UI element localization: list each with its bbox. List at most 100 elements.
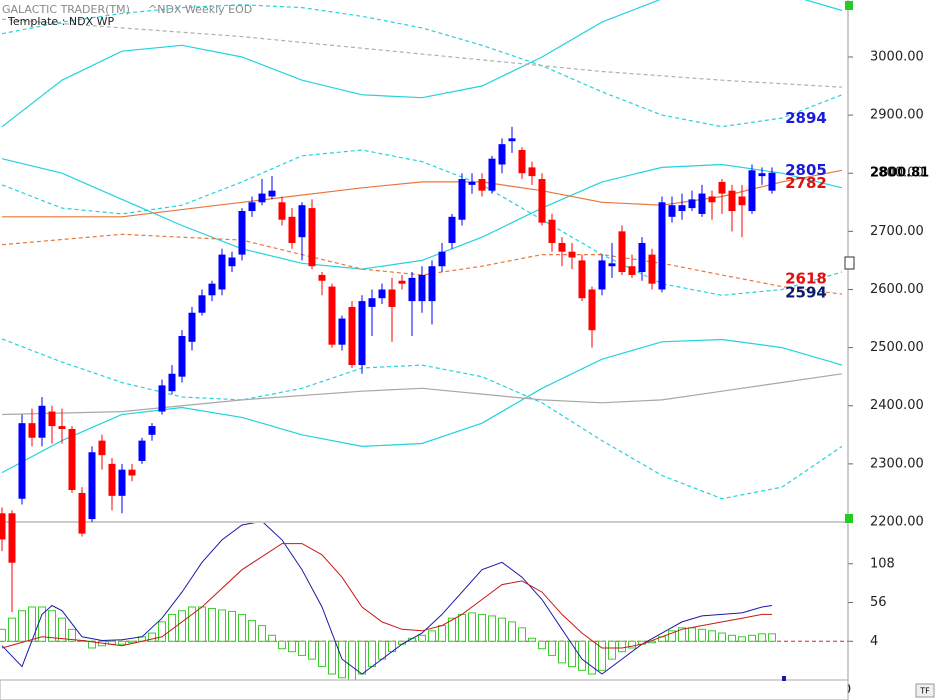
candle-body	[448, 216, 456, 243]
candle-body	[68, 428, 76, 491]
candle-body	[38, 405, 46, 438]
y-tick-label: 3000.00	[870, 49, 924, 64]
histogram-bar	[148, 632, 156, 642]
histogram-bar	[738, 636, 746, 642]
candle-body	[238, 211, 246, 255]
candle-body	[418, 274, 426, 302]
histogram-bar	[188, 606, 196, 642]
candle-body	[618, 231, 626, 273]
candle-body	[168, 373, 176, 392]
candle-body	[548, 219, 556, 243]
candle-body	[48, 411, 56, 427]
candle-body	[738, 196, 746, 206]
candle-body	[698, 193, 706, 214]
level-label: 2894	[785, 109, 827, 127]
histogram-bar	[748, 634, 756, 642]
candle-body	[748, 170, 756, 212]
histogram-bar	[448, 617, 456, 642]
histogram-bar	[468, 612, 476, 642]
histogram-bar	[68, 628, 76, 642]
histogram-bar	[558, 640, 566, 664]
histogram-bar	[728, 634, 736, 642]
candle-body	[348, 306, 356, 366]
histogram-bar	[118, 640, 126, 645]
histogram-bar	[438, 625, 446, 642]
tf-label[interactable]: TF	[919, 687, 930, 696]
histogram-bar	[328, 640, 336, 675]
candle-body	[208, 283, 216, 296]
candle-body	[138, 440, 146, 461]
histogram-bar	[208, 607, 216, 642]
histogram-bar	[508, 621, 516, 642]
indicator-lines	[1, 523, 773, 675]
histogram-bar	[628, 640, 636, 649]
overlay-line	[1, 373, 843, 416]
histogram-bar	[758, 633, 766, 642]
histogram-bar	[0, 628, 7, 642]
candle-body	[88, 452, 96, 520]
candle-body	[258, 193, 266, 203]
histogram-bar	[258, 625, 266, 642]
level-label: 2782	[785, 174, 827, 192]
y-tick-label: 2300.00	[870, 456, 924, 471]
candle-body	[668, 205, 676, 217]
candle-body	[108, 463, 116, 496]
candle-body	[558, 242, 566, 252]
candle-body	[658, 202, 666, 290]
histogram-bar	[618, 640, 626, 653]
histogram-bar	[238, 613, 246, 642]
histogram-bar	[88, 640, 96, 649]
indicator-panel	[0, 523, 848, 682]
y-tick-label: 2200.00	[870, 515, 924, 530]
histogram-bar	[498, 617, 506, 642]
y-tick-label: 4	[870, 634, 878, 649]
candle-body	[538, 179, 546, 223]
app-title: GALACTIC TRADER(TM)	[2, 3, 130, 16]
handle[interactable]	[844, 256, 855, 270]
histogram-bar	[488, 615, 496, 642]
histogram-bar	[708, 630, 716, 642]
candle-body	[358, 301, 366, 366]
overlay-line	[1, 338, 843, 474]
handle[interactable]	[845, 1, 853, 10]
histogram-bar	[318, 640, 326, 668]
histogram-bar	[48, 610, 56, 642]
histogram-bar	[568, 640, 576, 668]
histogram-bar	[18, 610, 26, 642]
histogram-bar	[678, 627, 686, 642]
overlay-line	[1, 0, 843, 128]
histogram-bar	[428, 630, 436, 642]
candle-body	[78, 492, 86, 534]
tf-button[interactable]	[915, 683, 935, 698]
histogram-bar	[218, 609, 226, 642]
histogram-bar	[518, 627, 526, 642]
candle-body	[228, 257, 236, 267]
overlay-line	[1, 4, 843, 128]
overlay-line	[1, 18, 843, 88]
histogram-bar	[178, 610, 186, 642]
candle-body	[608, 263, 616, 267]
level-label: 2805	[785, 161, 827, 179]
y-tick-label: 2600.00	[870, 282, 924, 297]
histogram-bar	[418, 634, 426, 642]
histogram-bar	[278, 640, 286, 650]
indicator-line	[1, 543, 772, 649]
level-label: 2618	[785, 270, 827, 288]
histogram-bar	[298, 640, 306, 656]
histogram-bar	[268, 634, 276, 642]
date-bar	[0, 679, 849, 700]
candle-body	[488, 158, 496, 191]
candle-body	[508, 138, 516, 142]
candle-body	[28, 423, 36, 438]
y-tick-label: 56	[870, 595, 887, 610]
candle-body	[568, 251, 576, 258]
handle[interactable]	[845, 514, 853, 523]
candle-body	[128, 469, 136, 476]
histogram-bar	[668, 630, 676, 642]
candle-body	[148, 426, 156, 435]
histogram-bar	[478, 613, 486, 642]
histogram-bar	[458, 613, 466, 642]
histogram-bar	[8, 617, 16, 642]
histogram-bar	[28, 606, 36, 642]
